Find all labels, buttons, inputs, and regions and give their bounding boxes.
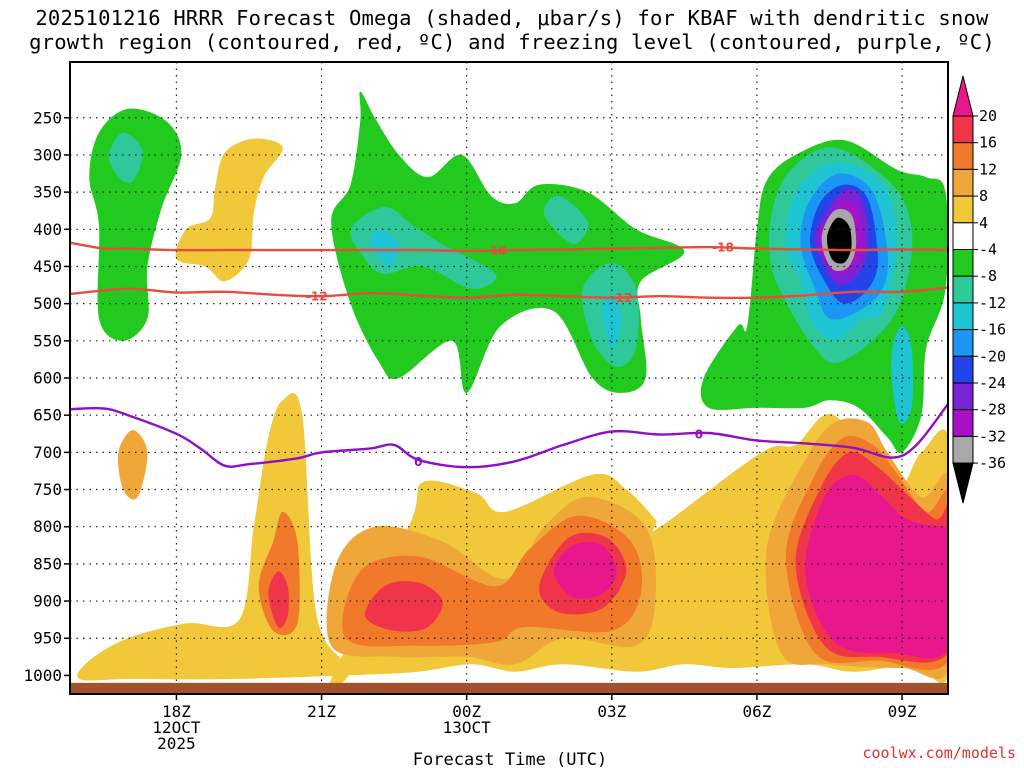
colorbar-swatch <box>952 222 974 251</box>
dgz-top-isotherm <box>70 241 948 253</box>
y-tick-label: 850 <box>33 554 62 573</box>
x-tick-label: 2025 <box>157 734 196 753</box>
isotherm-label: -18 <box>712 241 734 255</box>
colorbar-swatch <box>952 142 974 170</box>
colorbar-swatch <box>952 355 974 384</box>
downward-motion-left-small <box>117 430 148 500</box>
isotherm-labels: -18 -18 -12 -12 0 0 <box>306 241 734 469</box>
y-tick-label: 1000 <box>23 666 62 685</box>
colorbar-label: -16 <box>979 321 1006 339</box>
x-tick-label: 03Z <box>597 702 626 721</box>
colorbar-bottom-arrow <box>952 462 974 504</box>
colorbar-label: -24 <box>979 374 1006 392</box>
colorbar-swatch <box>952 435 974 464</box>
dgz-bottom-isotherm <box>70 286 948 300</box>
colorbar-swatch <box>952 195 974 224</box>
downward-motion-peak-mid <box>553 542 617 600</box>
y-tick-label: 650 <box>33 406 62 425</box>
x-tick-label: 18Z <box>162 702 191 721</box>
colorbar-swatch <box>952 302 974 331</box>
y-tick-label: 950 <box>33 629 62 648</box>
colorbar-swatch <box>952 115 974 144</box>
x-tick-label: 00Z <box>452 702 481 721</box>
y-axis: 250 300 350 400 450 500 550 600 650 700 750 800 850 9… <box>23 108 70 685</box>
isotherm-label: 0 <box>695 427 703 441</box>
ground-band <box>70 682 948 694</box>
y-tick-label: 600 <box>33 369 62 388</box>
isotherm-label: -12 <box>611 291 633 305</box>
colorbar-label: -8 <box>979 267 997 285</box>
chart-title-line-2: growth region (contoured, red, ºC) and f… <box>29 30 995 54</box>
colorbar-label: 20 <box>979 107 997 125</box>
upward-motion-peak-right <box>826 217 852 264</box>
y-tick-label: 250 <box>33 108 62 127</box>
colorbar-top-arrow <box>952 75 974 117</box>
y-tick-label: 900 <box>33 592 62 611</box>
x-tick-label: 09Z <box>888 702 917 721</box>
y-tick-label: 750 <box>33 480 62 499</box>
colorbar: 20 16 12 8 4 -4 -8 -12 -16 -20 -24 -28 -32 -36 <box>952 75 1006 504</box>
upward-motion-core-mid-2 <box>369 229 400 267</box>
isotherm-lines <box>70 241 948 469</box>
colorbar-label: 8 <box>979 187 988 205</box>
y-tick-label: 800 <box>33 517 62 536</box>
upward-motion-core-left <box>108 132 143 183</box>
colorbar-swatch <box>952 275 974 304</box>
colorbar-swatch <box>952 409 974 437</box>
isotherm-label: 0 <box>414 455 422 469</box>
y-tick-label: 300 <box>33 145 62 164</box>
plot-area <box>70 62 948 694</box>
y-tick-label: 550 <box>33 331 62 350</box>
y-tick-label: 350 <box>33 183 62 202</box>
colorbar-label: -28 <box>979 401 1006 419</box>
downward-motion-20z-core <box>268 571 289 629</box>
colorbar-label: 16 <box>979 134 997 152</box>
isotherm-label: -12 <box>306 290 328 304</box>
freezing-level-isotherm <box>70 403 948 469</box>
colorbar-label: 4 <box>979 214 988 232</box>
y-tick-label: 700 <box>33 443 62 462</box>
colorbar-label: -20 <box>979 347 1006 365</box>
colorbar-swatch <box>952 382 974 411</box>
downward-motion-core-mid-1 <box>364 581 443 632</box>
y-tick-label: 500 <box>33 294 62 313</box>
x-axis-title: Forecast Time (UTC) <box>413 750 607 768</box>
colorbar-swatch <box>952 329 974 357</box>
upward-motion-core-mid-3 <box>543 195 588 245</box>
colorbar-label: -12 <box>979 294 1006 312</box>
colorbar-swatch <box>952 168 974 197</box>
colorbar-label: -4 <box>979 241 997 259</box>
y-tick-label: 400 <box>33 220 62 239</box>
colorbar-label: 12 <box>979 160 997 178</box>
downward-motion-upper-left <box>175 138 283 282</box>
colorbar-label: -32 <box>979 427 1006 445</box>
x-tick-label: 13OCT <box>443 718 492 737</box>
downward-motion-peak-right <box>805 474 948 659</box>
credit-text: coolwx.com/models <box>862 744 1016 762</box>
chart-title: 2025101216 HRRR Forecast Omega (shaded, … <box>0 6 1024 54</box>
chart-title-line-1: 2025101216 HRRR Forecast Omega (shaded, … <box>35 6 989 30</box>
colorbar-label: -36 <box>979 454 1006 472</box>
x-tick-label: 06Z <box>742 702 771 721</box>
isotherm-label: -18 <box>485 244 507 258</box>
x-tick-label: 12OCT <box>152 718 201 737</box>
upward-motion-core-mid-1 <box>350 206 497 289</box>
y-tick-label: 450 <box>33 257 62 276</box>
x-tick-label: 21Z <box>307 702 336 721</box>
colorbar-swatch <box>952 249 974 277</box>
